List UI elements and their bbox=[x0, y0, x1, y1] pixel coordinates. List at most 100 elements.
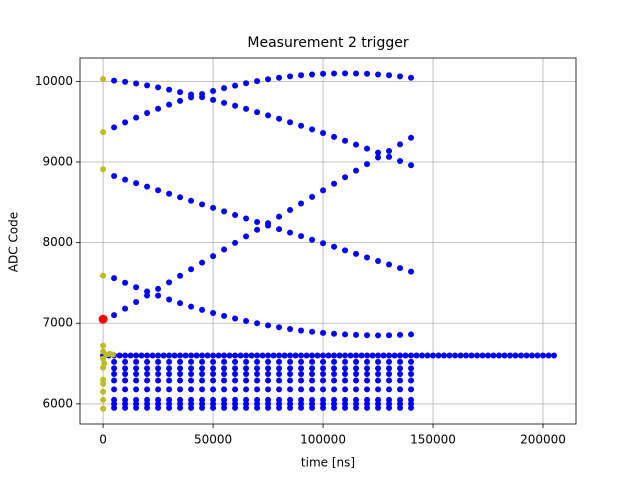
data-point bbox=[287, 73, 294, 80]
data-point bbox=[177, 300, 184, 307]
plot-frame bbox=[79, 57, 577, 425]
data-point bbox=[155, 352, 162, 359]
data-point bbox=[243, 371, 250, 378]
data-point bbox=[309, 371, 316, 378]
data-point bbox=[188, 404, 195, 411]
data-point bbox=[243, 352, 250, 359]
data-point bbox=[331, 180, 338, 187]
data-point bbox=[100, 388, 107, 395]
data-point bbox=[534, 352, 541, 359]
data-point bbox=[397, 141, 404, 148]
data-point bbox=[309, 126, 316, 133]
data-point bbox=[485, 352, 492, 359]
data-point bbox=[221, 358, 228, 365]
data-point bbox=[166, 190, 173, 197]
data-point bbox=[331, 70, 338, 77]
data-point bbox=[342, 352, 349, 359]
data-point bbox=[199, 386, 206, 393]
data-point bbox=[254, 352, 261, 359]
data-point bbox=[210, 352, 217, 359]
data-point bbox=[386, 386, 393, 393]
data-point bbox=[265, 352, 272, 359]
data-point bbox=[309, 352, 316, 359]
data-point bbox=[276, 213, 283, 220]
data-point bbox=[276, 324, 283, 331]
data-point bbox=[155, 358, 162, 365]
data-point bbox=[342, 386, 349, 393]
data-point bbox=[331, 243, 338, 250]
data-point bbox=[177, 404, 184, 411]
data-point bbox=[298, 377, 305, 384]
data-point bbox=[177, 377, 184, 384]
data-point bbox=[298, 233, 305, 240]
data-point bbox=[320, 377, 327, 384]
data-point bbox=[210, 377, 217, 384]
data-point bbox=[364, 70, 371, 77]
data-point bbox=[408, 386, 415, 393]
data-point bbox=[254, 377, 261, 384]
data-point bbox=[364, 365, 371, 372]
data-point bbox=[397, 73, 404, 80]
data-point bbox=[265, 404, 272, 411]
data-point bbox=[397, 371, 404, 378]
data-point bbox=[199, 259, 206, 266]
data-point bbox=[221, 371, 228, 378]
data-point bbox=[397, 358, 404, 365]
data-point bbox=[375, 386, 382, 393]
data-point bbox=[210, 87, 217, 94]
data-point bbox=[342, 174, 349, 181]
data-point bbox=[177, 386, 184, 393]
data-point bbox=[100, 75, 107, 82]
x-tick-label: 200000 bbox=[520, 433, 566, 447]
data-point bbox=[111, 173, 118, 180]
data-point bbox=[221, 246, 228, 253]
data-point bbox=[397, 331, 404, 338]
data-point bbox=[265, 76, 272, 83]
data-point bbox=[232, 82, 239, 89]
data-point bbox=[254, 219, 261, 226]
data-point bbox=[342, 70, 349, 77]
data-point bbox=[254, 404, 261, 411]
data-point bbox=[408, 162, 415, 169]
data-point bbox=[320, 386, 327, 393]
data-point bbox=[457, 352, 464, 359]
data-point bbox=[276, 404, 283, 411]
data-point bbox=[221, 85, 228, 92]
data-point bbox=[144, 109, 151, 116]
data-point bbox=[309, 386, 316, 393]
data-point bbox=[177, 272, 184, 279]
data-point bbox=[144, 288, 151, 295]
data-point bbox=[276, 226, 283, 233]
data-point bbox=[281, 352, 288, 359]
data-point bbox=[166, 371, 173, 378]
data-point bbox=[243, 404, 250, 411]
data-point bbox=[320, 187, 327, 194]
data-point bbox=[287, 386, 294, 393]
data-point bbox=[386, 147, 393, 154]
data-point bbox=[111, 275, 118, 282]
data-point bbox=[243, 215, 250, 222]
data-point bbox=[375, 371, 382, 378]
data-point bbox=[386, 352, 393, 359]
data-point bbox=[331, 133, 338, 140]
data-point bbox=[166, 365, 173, 372]
data-point bbox=[287, 325, 294, 332]
data-point bbox=[144, 371, 151, 378]
data-point bbox=[408, 74, 415, 81]
data-point bbox=[353, 386, 360, 393]
data-point bbox=[353, 377, 360, 384]
data-point bbox=[177, 371, 184, 378]
data-point bbox=[353, 250, 360, 257]
data-point bbox=[490, 352, 497, 359]
data-point bbox=[353, 404, 360, 411]
data-point bbox=[320, 371, 327, 378]
data-point bbox=[199, 352, 206, 359]
data-point bbox=[221, 312, 228, 319]
data-point bbox=[298, 122, 305, 129]
y-tick-label: 9000 bbox=[42, 154, 73, 168]
data-point bbox=[342, 365, 349, 372]
data-point bbox=[232, 371, 239, 378]
data-point bbox=[210, 358, 217, 365]
data-point bbox=[254, 320, 261, 327]
data-point bbox=[364, 352, 371, 359]
